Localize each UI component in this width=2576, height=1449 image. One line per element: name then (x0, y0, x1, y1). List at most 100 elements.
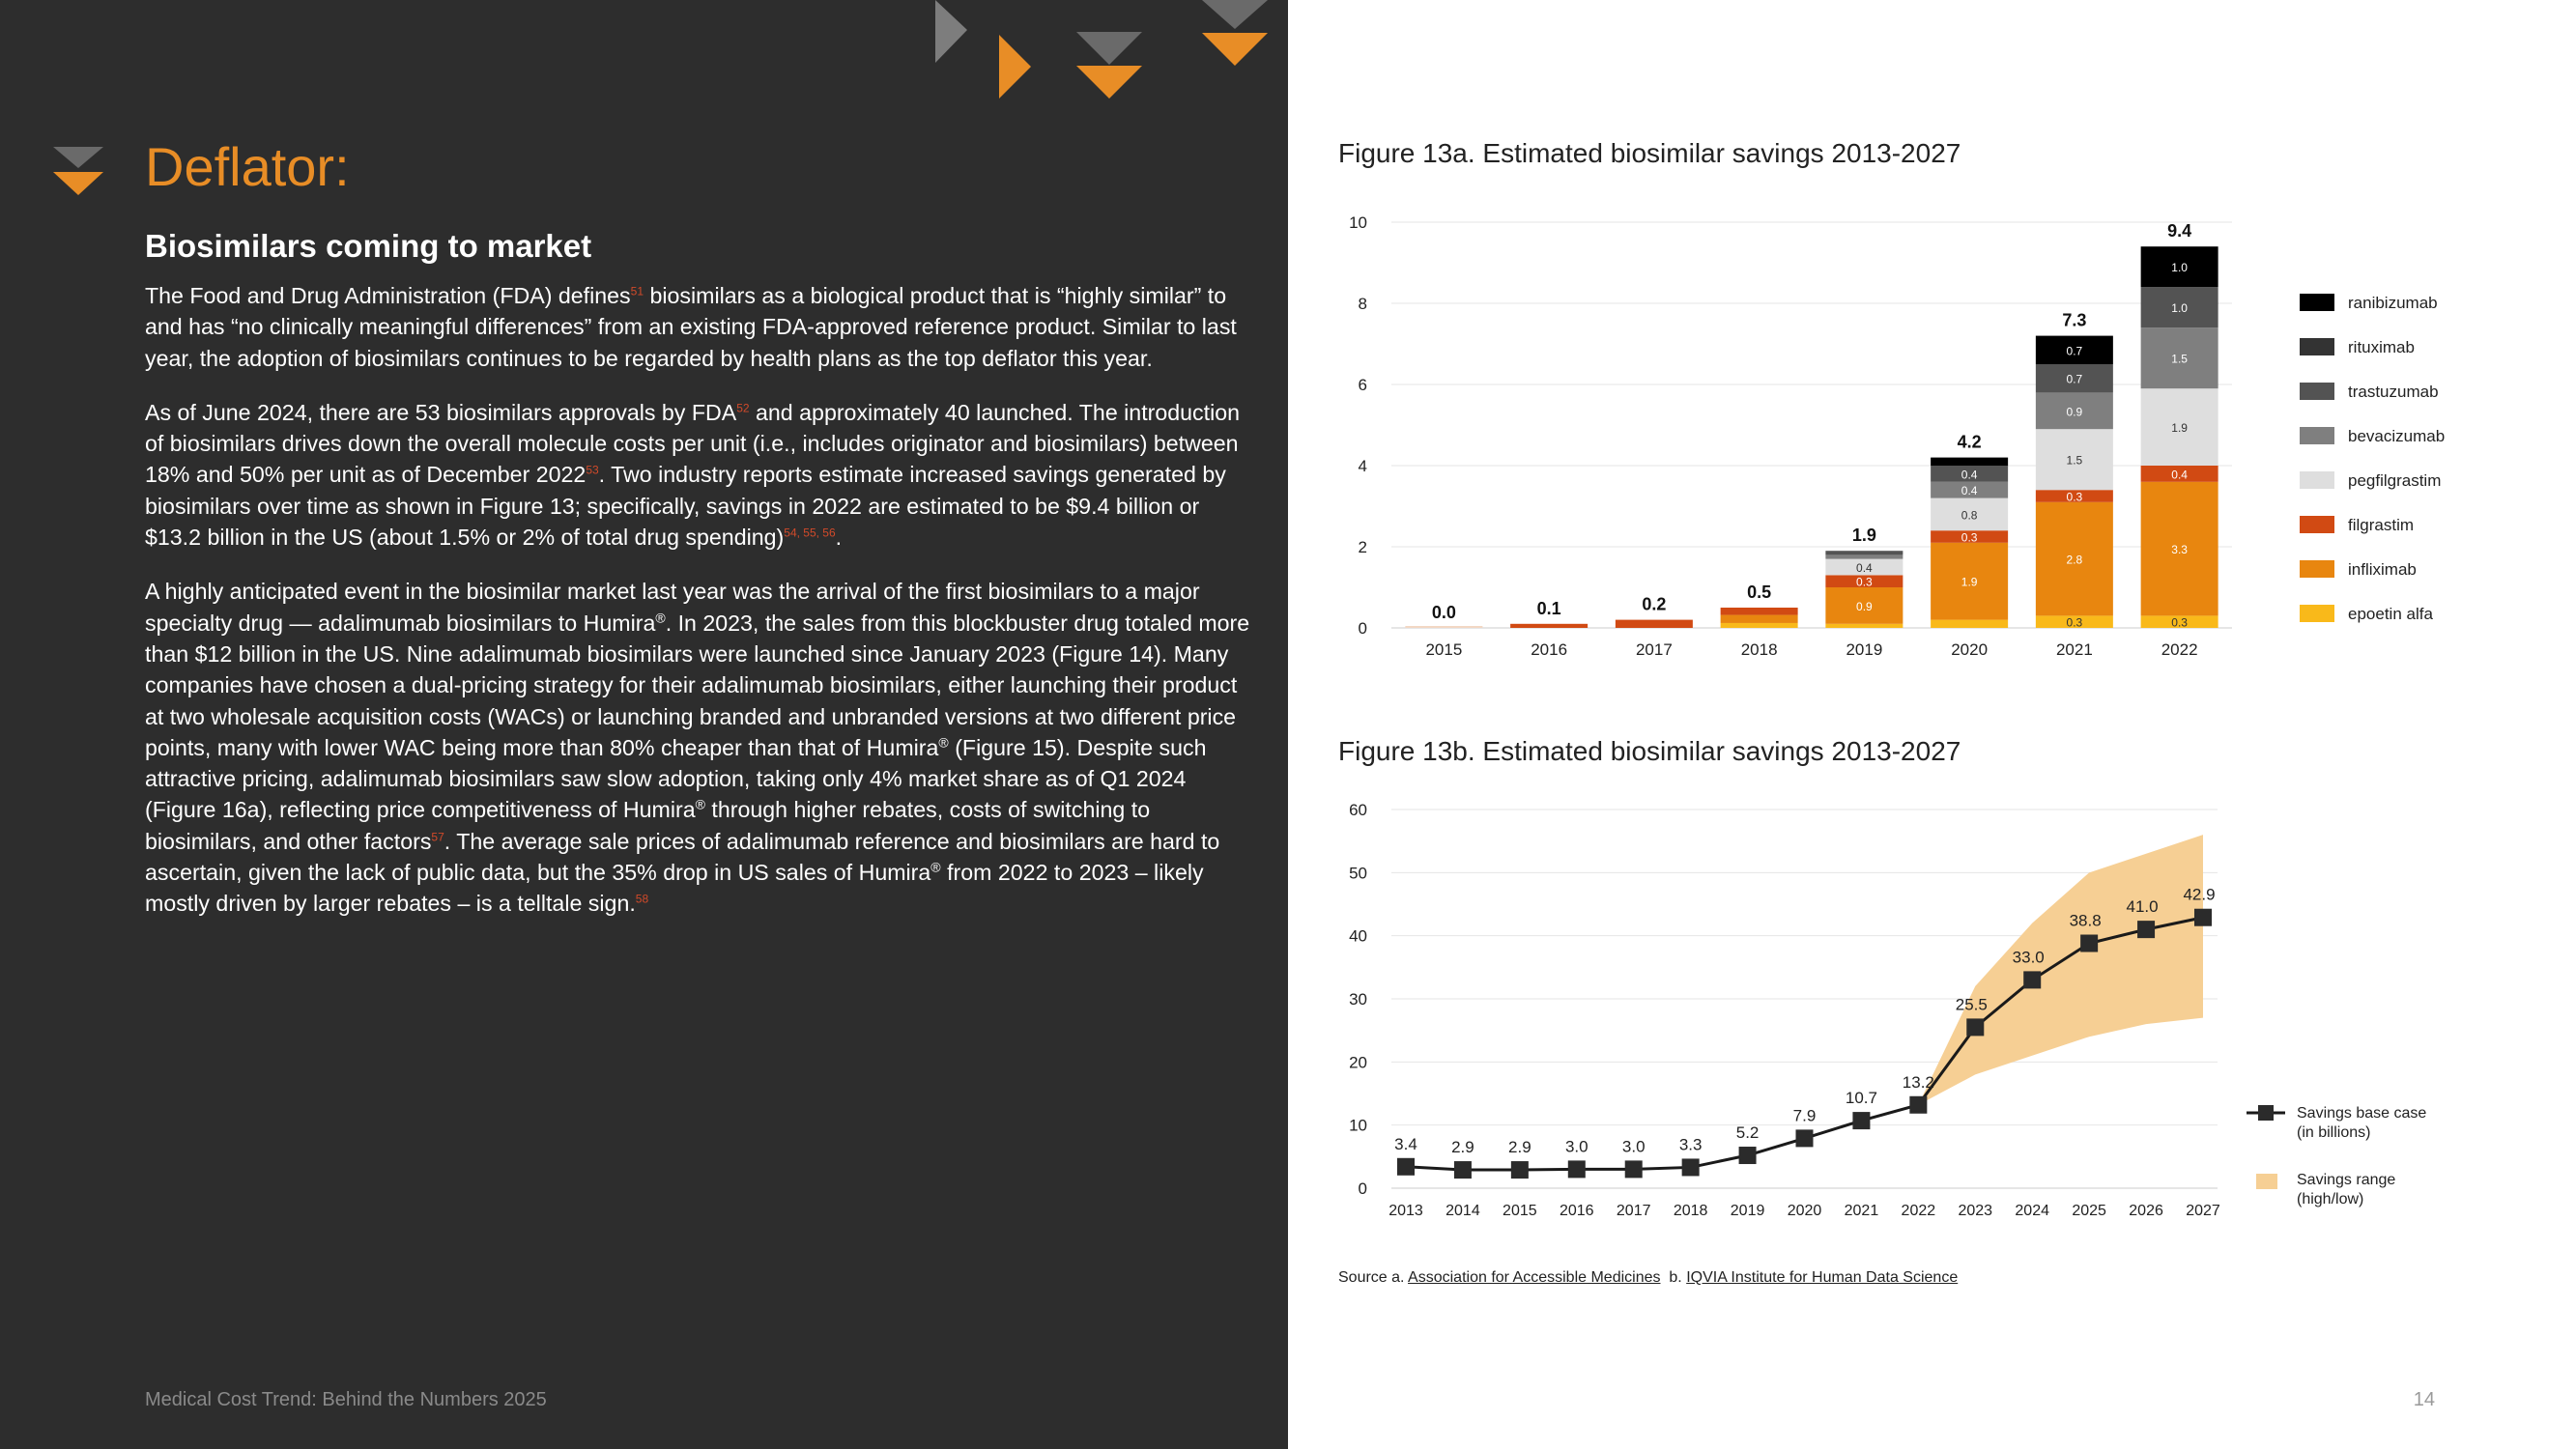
legend-label: (in billions) (2297, 1124, 2370, 1141)
data-label: 0.8 (1961, 508, 1978, 522)
bar-segment (1825, 551, 1903, 555)
bar-segment (1931, 497, 2009, 531)
data-label: 33.0 (2013, 948, 2045, 966)
x-tick-label: 2026 (2129, 1203, 2163, 1217)
total-label: 0.5 (1747, 582, 1771, 602)
bar-segment (1931, 466, 2009, 482)
bar-segment (2035, 490, 2113, 502)
x-tick-label: 2013 (1388, 1203, 1423, 1217)
data-label: 2.8 (2067, 554, 2083, 567)
legend-label: filgrastim (2348, 516, 2414, 534)
legend-label: epoetin alfa (2348, 605, 2433, 623)
x-tick-label: 2024 (2015, 1203, 2049, 1217)
bar-segment (1931, 481, 2009, 498)
data-point (1681, 1158, 1700, 1177)
data-label: 1.5 (2171, 353, 2188, 366)
bar-segment (1405, 626, 1483, 628)
data-label: 0.9 (2067, 405, 2083, 418)
data-point (1852, 1112, 1871, 1130)
text-span: (Figure 15). Despite such attractive pri… (145, 734, 1207, 823)
bar-segment (2140, 327, 2218, 389)
bar-segment (1510, 623, 1589, 628)
bar-segment (2140, 466, 2218, 482)
text-span: and approximately 40 launched. The intro… (145, 399, 1241, 488)
footnote-ref[interactable]: 58 (635, 892, 649, 906)
footnote-ref[interactable]: 54, 55, 56 (784, 526, 836, 540)
source-prefix: b. (1660, 1269, 1687, 1286)
data-label: 0.3 (1856, 576, 1873, 589)
data-label: 7.9 (1793, 1106, 1817, 1124)
legend-label: (high/low) (2297, 1191, 2363, 1208)
data-label: 3.3 (1679, 1135, 1703, 1153)
text-span: . (835, 525, 843, 551)
text-span: from 2022 to 2023 – likely mostly driven… (145, 860, 1204, 917)
data-label: 42.9 (2183, 886, 2215, 904)
chevron-down-gray-icon (1076, 32, 1142, 65)
data-label: 0.3 (2067, 616, 2083, 630)
bar-segment (2035, 335, 2113, 364)
y-tick-label: 4 (1359, 457, 1367, 475)
data-point (1397, 1157, 1415, 1176)
x-tick-label: 2021 (2056, 640, 2093, 659)
chevron-down-orange-icon (1202, 33, 1268, 66)
source-link-aam[interactable]: Association for Accessible Medicines (1408, 1269, 1661, 1286)
total-label: 0.1 (1537, 599, 1561, 618)
bar-segment (1825, 554, 1903, 559)
x-tick-label: 2025 (2072, 1203, 2106, 1217)
chevron-right-orange-icon (999, 35, 1031, 99)
legend-swatch (2300, 471, 2334, 489)
text-span: biosimilars as a biological product that… (145, 283, 1237, 371)
y-tick-label: 20 (1349, 1053, 1367, 1071)
x-tick-label: 2022 (2161, 640, 2198, 659)
paragraph-1: The Food and Drug Administration (FDA) d… (145, 280, 1256, 374)
y-tick-label: 50 (1349, 864, 1367, 882)
data-label: 0.4 (1856, 561, 1873, 575)
chevron-down-orange-icon (1076, 66, 1142, 99)
data-label: 1.9 (1961, 576, 1978, 589)
data-label: 0.3 (2067, 491, 2083, 504)
data-label: 25.5 (1956, 995, 1988, 1013)
savings-range-band (1918, 835, 2203, 1105)
data-label: 3.0 (1622, 1137, 1646, 1155)
data-label: 1.0 (2171, 301, 2188, 315)
legend-label: rituximab (2348, 338, 2415, 356)
data-label: 0.7 (2067, 373, 2083, 386)
y-tick-label: 10 (1349, 1117, 1367, 1135)
bar-segment (1931, 457, 2009, 466)
paragraph-2: As of June 2024, there are 53 biosimilar… (145, 397, 1256, 553)
source-note: Source a. Association for Accessible Med… (1338, 1269, 1958, 1287)
x-tick-label: 2018 (1674, 1203, 1708, 1217)
registered-mark: ® (655, 609, 666, 625)
data-label: 0.4 (2171, 468, 2188, 481)
data-label: 10.7 (1846, 1089, 1877, 1107)
legend-label: pegfilgrastim (2348, 471, 2441, 490)
bar-segment (1615, 619, 1693, 628)
y-tick-label: 30 (1349, 990, 1367, 1009)
left-panel: Deflator: Biosimilars coming to market T… (0, 0, 1288, 1449)
footnote-ref[interactable]: 53 (586, 463, 599, 477)
bar-segment (2035, 392, 2113, 430)
legend-swatch (2300, 605, 2334, 622)
data-label: 0.3 (2171, 616, 2188, 630)
legend-marker (2258, 1105, 2274, 1121)
legend-swatch (2300, 383, 2334, 400)
footnote-ref[interactable]: 57 (431, 830, 444, 844)
footnote-ref[interactable]: 52 (736, 401, 750, 415)
total-label: 9.4 (2167, 221, 2191, 241)
registered-mark: ® (938, 734, 949, 751)
y-tick-label: 40 (1349, 927, 1367, 946)
legend-swatch (2300, 294, 2334, 311)
data-point (1567, 1160, 1586, 1179)
source-link-iqvia[interactable]: IQVIA Institute for Human Data Science (1686, 1269, 1959, 1286)
legend-swatch (2300, 516, 2334, 533)
right-panel (1288, 0, 2576, 1449)
text-span: . The average sale prices of adalimumab … (145, 828, 1220, 886)
bar-segment (2140, 388, 2218, 466)
footnote-ref[interactable]: 51 (630, 284, 644, 298)
y-tick-label: 60 (1349, 801, 1367, 819)
footer-text: Medical Cost Trend: Behind the Numbers 2… (145, 1389, 547, 1410)
data-point (2080, 934, 2099, 952)
bar-segment (1825, 587, 1903, 624)
bar-segment (2035, 364, 2113, 393)
x-tick-label: 2016 (1560, 1203, 1594, 1217)
